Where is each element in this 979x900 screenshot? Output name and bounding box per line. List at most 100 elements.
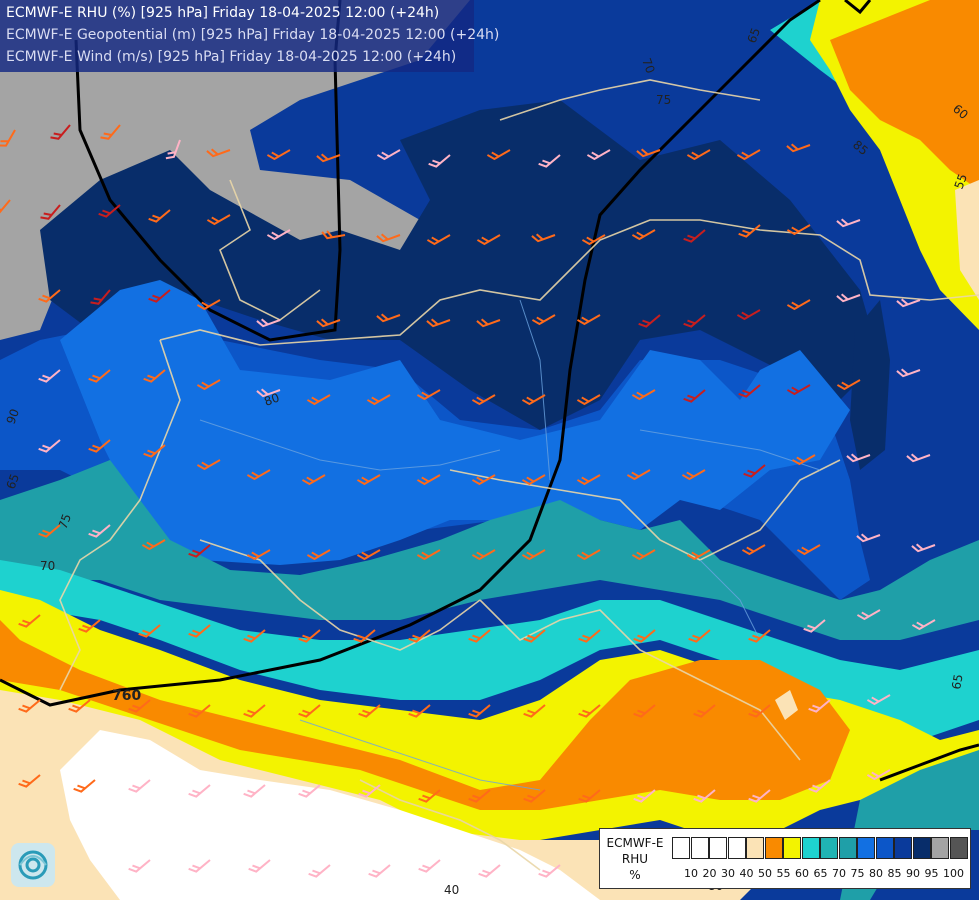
wind-barb <box>165 139 181 160</box>
wind-barb <box>188 784 211 798</box>
legend-swatch <box>727 837 746 859</box>
wind-barb <box>0 129 16 147</box>
wind-barb <box>786 143 811 153</box>
wind-barb <box>468 704 491 718</box>
wind-barb <box>98 204 121 218</box>
wind-barb <box>298 704 321 718</box>
wind-barb <box>638 314 661 328</box>
wind-barb <box>196 459 221 471</box>
wind-barb <box>468 789 491 803</box>
wind-barb <box>78 619 101 633</box>
wind-barb <box>896 368 921 378</box>
wind-barb <box>803 619 826 633</box>
wind-barb <box>471 474 496 486</box>
wind-barb <box>50 124 71 140</box>
wind-barb <box>681 469 706 481</box>
wind-barb <box>246 469 271 481</box>
wind-barb <box>408 704 431 718</box>
wind-barb <box>248 859 271 873</box>
legend-swatch <box>875 837 894 859</box>
wind-barb <box>243 784 266 798</box>
header-rhu-title: ECMWF-E RHU (%) [925 hPa] Friday 18-04-2… <box>6 5 440 21</box>
wind-barb <box>416 474 441 486</box>
wind-barb <box>523 629 546 643</box>
legend-variable: RHU <box>621 852 649 866</box>
wind-barb <box>88 524 111 538</box>
legend-swatch <box>820 837 838 859</box>
wind-barb <box>73 779 96 793</box>
wind-barb <box>426 234 451 246</box>
wind-barb <box>188 704 211 718</box>
wind-barb <box>428 154 451 168</box>
wind-barb <box>88 369 111 383</box>
wind-barb <box>576 474 601 486</box>
wind-barb <box>128 859 151 873</box>
wind-barb <box>298 629 321 643</box>
wind-barb <box>471 394 496 406</box>
wind-barb <box>478 864 501 878</box>
wind-barb <box>521 394 546 406</box>
rhu-90-east-core <box>850 300 890 470</box>
wind-barb <box>736 309 761 321</box>
wind-barb <box>188 859 211 873</box>
wind-barb <box>683 389 706 403</box>
rhu-55-east <box>830 0 979 190</box>
legend-tick-label: 50 <box>758 867 772 880</box>
rivers <box>199 299 821 791</box>
rh-label-2: 65 <box>949 673 965 690</box>
wind-barb <box>188 624 211 638</box>
legend-swatch <box>857 837 875 859</box>
wind-barb <box>626 469 651 481</box>
legend-tick-label: 75 <box>850 867 865 880</box>
wind-barb <box>866 769 891 781</box>
wind-barb <box>368 864 391 878</box>
geopotential-contour-760 <box>0 0 821 707</box>
rh-label-5: 70 <box>639 56 657 75</box>
wind-barb <box>143 369 166 383</box>
wind-barb <box>306 549 331 561</box>
wind-barb <box>743 464 766 478</box>
wind-barb <box>100 124 121 140</box>
rh-label-14: 65 <box>745 26 763 45</box>
wind-barb <box>748 789 771 803</box>
wind-barb <box>748 629 771 643</box>
rh-label-3: 65 <box>4 472 22 491</box>
geopotential-label-760: 760 <box>112 688 141 704</box>
legend-swatch <box>838 837 857 859</box>
legend-swatch <box>690 837 709 859</box>
rh-label-7: 75 <box>656 93 671 107</box>
legend-tick-label: 80 <box>869 867 883 880</box>
wind-barb <box>683 314 706 328</box>
wind-barb <box>836 293 861 303</box>
rh-label-12: 55 <box>952 172 970 191</box>
wind-barb <box>426 318 451 328</box>
legend-tick-label: 10 <box>684 867 698 880</box>
legend-tick-label: 30 <box>721 867 735 880</box>
wind-barb <box>476 234 501 246</box>
legend-tick-label: 100 <box>943 867 964 880</box>
wind-barb <box>90 289 111 305</box>
wind-barb <box>856 609 881 621</box>
legend-swatch <box>949 837 968 859</box>
wind-barb <box>631 549 656 561</box>
wind-barb <box>306 394 331 406</box>
wind-barb <box>256 388 281 398</box>
wind-barb <box>581 234 606 246</box>
rhu-40-area <box>60 730 600 900</box>
wind-barb <box>906 453 931 463</box>
wind-barb <box>243 629 266 643</box>
wind-barb <box>578 629 601 643</box>
rhu-50-east <box>955 180 979 300</box>
wind-barb <box>538 154 561 168</box>
wind-barb <box>376 233 401 243</box>
wind-barb <box>246 549 271 561</box>
legend-title: ECMWF-E RHU % <box>604 835 666 883</box>
wind-barb <box>636 148 661 158</box>
wind-barb <box>531 314 556 326</box>
wind-barb <box>786 224 811 236</box>
wind-barb <box>866 694 891 706</box>
wind-barb <box>748 704 771 718</box>
wind-barb <box>688 629 711 643</box>
wind-barb <box>141 539 166 551</box>
